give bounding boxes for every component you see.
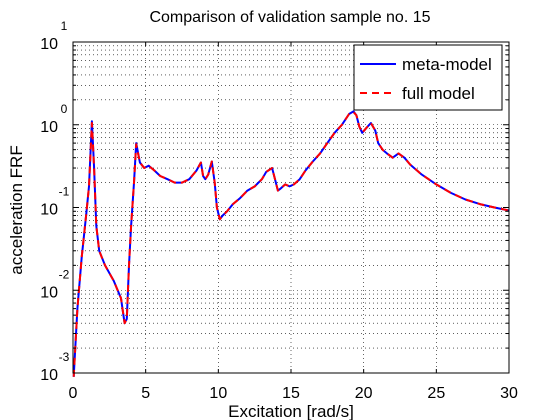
y-tick-exponent: 1	[61, 19, 68, 33]
y-tick-exponent: 0	[61, 102, 68, 116]
x-tick-label: 15	[282, 385, 300, 402]
legend-label-meta-model: meta-model	[402, 55, 492, 74]
x-tick-label: 10	[209, 385, 227, 402]
legend-label-full-model: full model	[402, 84, 475, 103]
y-tick-label: 10	[40, 202, 58, 219]
x-axis-label: Excitation [rad/s]	[228, 402, 354, 420]
x-tick-labels: 0 5 10 15 20 25 30	[69, 385, 518, 402]
x-tick-label: 25	[427, 385, 445, 402]
chart-title: Comparison of validation sample no. 15	[149, 9, 430, 26]
legend-box	[353, 44, 503, 111]
y-tick-label: 10	[40, 367, 58, 384]
ticks	[72, 42, 510, 374]
series-line-full-model	[72, 111, 510, 377]
y-tick-label: 10	[40, 36, 58, 53]
y-axis-label: acceleration FRF	[7, 145, 26, 274]
y-tick-label: 10	[40, 284, 58, 301]
y-tick-exponent: -3	[59, 350, 70, 364]
x-tick-label: 5	[141, 385, 150, 402]
series-layer	[72, 110, 510, 377]
x-tick-label: 30	[500, 385, 518, 402]
y-tick-exponent: -2	[59, 267, 70, 281]
legend: meta-model full model	[353, 44, 503, 111]
x-tick-label: 0	[69, 385, 78, 402]
x-tick-label: 20	[355, 385, 373, 402]
y-tick-exponent: -1	[59, 185, 70, 199]
y-tick-label: 10	[40, 119, 58, 136]
